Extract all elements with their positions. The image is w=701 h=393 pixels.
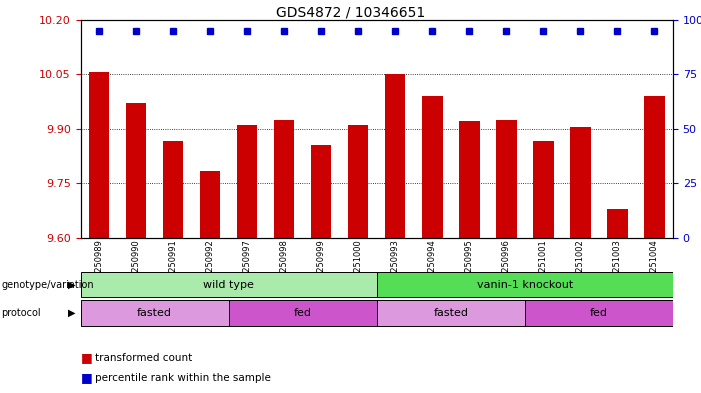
Text: ▶: ▶	[68, 279, 76, 290]
Bar	[496, 119, 517, 238]
Bar	[200, 171, 220, 238]
Bar	[311, 145, 332, 238]
Text: genotype/variation: genotype/variation	[1, 279, 94, 290]
Bar	[89, 72, 109, 238]
Text: vanin-1 knockout: vanin-1 knockout	[477, 279, 573, 290]
Text: percentile rank within the sample: percentile rank within the sample	[95, 373, 271, 383]
Text: fasted: fasted	[137, 308, 172, 318]
Bar	[81, 272, 377, 298]
Text: fed: fed	[590, 308, 608, 318]
Bar	[377, 300, 525, 326]
Text: GDS4872 / 10346651: GDS4872 / 10346651	[276, 6, 425, 20]
Bar	[607, 209, 627, 238]
Text: ■: ■	[81, 351, 93, 365]
Bar	[163, 141, 184, 238]
Bar	[274, 119, 294, 238]
Bar	[377, 272, 673, 298]
Bar	[570, 127, 590, 238]
Text: fed: fed	[294, 308, 312, 318]
Bar	[644, 96, 665, 238]
Bar	[229, 300, 376, 326]
Bar	[422, 96, 442, 238]
Bar	[126, 103, 147, 238]
Bar	[348, 125, 369, 238]
Bar	[525, 300, 673, 326]
Text: transformed count: transformed count	[95, 353, 192, 363]
Bar	[237, 125, 257, 238]
Text: ▶: ▶	[68, 308, 76, 318]
Text: fasted: fasted	[433, 308, 468, 318]
Text: protocol: protocol	[1, 308, 41, 318]
Bar	[533, 141, 554, 238]
Text: wild type: wild type	[203, 279, 254, 290]
Bar	[459, 121, 479, 238]
Bar	[81, 300, 229, 326]
Bar	[385, 74, 405, 238]
Text: ■: ■	[81, 371, 93, 384]
